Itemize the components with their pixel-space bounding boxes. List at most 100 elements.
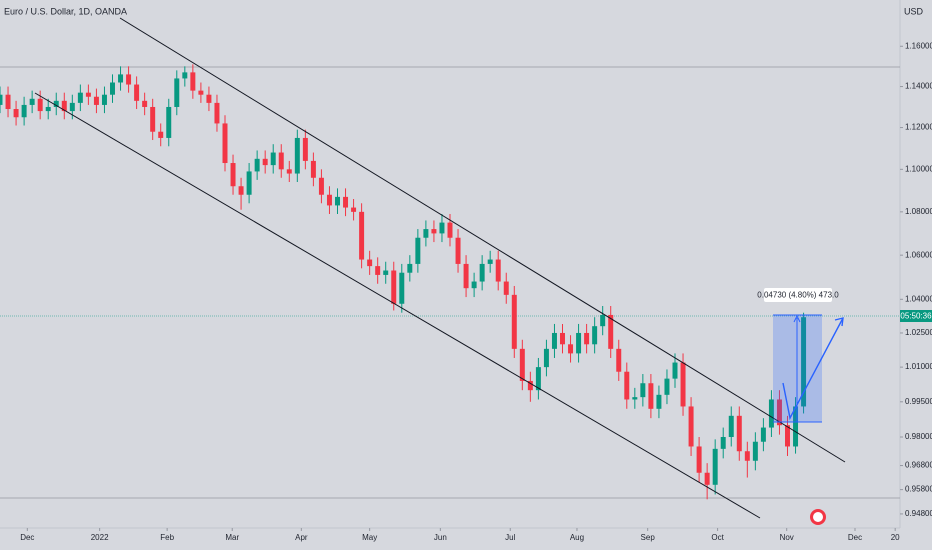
candle-body [415, 237, 421, 264]
candle-body [608, 314, 614, 349]
candle-body [736, 415, 742, 452]
y-tick-label: 1.14000 [905, 82, 932, 91]
candle-body [720, 436, 726, 449]
candle-body [359, 211, 365, 260]
candle-body [222, 123, 228, 164]
candle-body [568, 344, 574, 354]
candle-body [801, 317, 807, 407]
y-tick-label: 1.02500 [905, 328, 932, 337]
measure-arrowhead [793, 314, 801, 323]
candle-body [238, 186, 244, 195]
channel-lower [34, 92, 761, 519]
candle-body [37, 98, 43, 112]
x-tick-label: Oct [711, 533, 724, 542]
candle-body [648, 383, 654, 409]
y-tick-label: 1.10000 [905, 164, 932, 173]
logo-inner [813, 512, 823, 522]
candle-body [760, 427, 766, 442]
candles [0, 64, 807, 500]
y-tick-label: 1.06000 [905, 250, 932, 259]
candle-body [503, 281, 509, 295]
candle-body [5, 94, 11, 110]
candle-body [166, 106, 172, 138]
x-tick-label: Aug [570, 533, 584, 542]
candle-body [302, 137, 308, 161]
x-tick-label: Mar [225, 533, 239, 542]
candle-body [45, 106, 51, 112]
x-tick-label: Jun [434, 533, 447, 542]
candle-body [399, 272, 405, 304]
candle-body [61, 100, 67, 112]
candle-body [511, 294, 517, 349]
candle-body [471, 281, 477, 289]
candle-body [335, 196, 340, 206]
y-tick-label: 1.04000 [905, 294, 932, 303]
candle-body [343, 196, 349, 208]
candle-body [29, 98, 35, 105]
candle-body [624, 371, 630, 400]
projection-arrowhead [834, 317, 844, 327]
x-tick-label: 2022 [91, 533, 109, 542]
candle-body [680, 362, 686, 407]
candle-body [479, 263, 485, 282]
candle-body [551, 332, 557, 349]
candle-body [53, 100, 59, 107]
candle-body [463, 263, 469, 289]
countdown-tag [900, 310, 932, 322]
candle-body [85, 92, 91, 97]
x-tick-label: Jul [505, 533, 515, 542]
candle-body [230, 163, 236, 187]
candle-body [592, 326, 598, 345]
candle-body [262, 158, 268, 166]
candle-body [423, 229, 429, 238]
measure-label-box [764, 288, 832, 302]
candle-body [278, 152, 284, 170]
candle-body [182, 72, 188, 79]
candle-body [584, 332, 590, 345]
candle-body [696, 446, 702, 473]
candle-body [375, 266, 381, 275]
y-tick-label: 1.16000 [905, 41, 932, 50]
candle-body [487, 259, 493, 264]
candle-body [93, 96, 99, 105]
y-axis-label: USD [904, 6, 924, 16]
candle-body [326, 194, 332, 206]
candle-body [254, 158, 260, 172]
candle-body [752, 441, 758, 461]
candle-body [744, 451, 750, 461]
candle-body [785, 425, 790, 447]
candle-body [704, 472, 710, 485]
candle-body [214, 102, 220, 124]
y-tick-label: 1.01000 [905, 362, 932, 371]
candle-body [527, 380, 533, 391]
chart-title: Euro / U.S. Dollar, 1D, OANDA [4, 6, 127, 16]
candle-body [439, 222, 445, 234]
candle-body [69, 102, 75, 112]
candle-body [576, 332, 582, 354]
x-tick-label: May [362, 533, 377, 542]
measure-label: 0.04730 (4.80%) 473.0 [757, 291, 839, 300]
candle-body [158, 131, 164, 138]
candle-body [101, 94, 107, 105]
candle-body [270, 152, 276, 166]
candle-body [198, 90, 204, 95]
x-tick-label: Apr [295, 533, 308, 542]
candle-body [206, 94, 212, 103]
candle-body [310, 160, 316, 178]
projection-arrow [782, 317, 844, 421]
y-tick-label: 0.96800 [905, 461, 932, 470]
candle-body [768, 399, 774, 428]
x-tick-label: Dec [848, 533, 862, 542]
candle-body [712, 448, 718, 485]
countdown: 05:50:36 [900, 312, 932, 321]
x-tick-label: Dec [20, 533, 34, 542]
candle-body [431, 229, 437, 234]
y-tick-label: 0.99500 [905, 397, 932, 406]
y-tick-label: 0.94800 [905, 509, 932, 518]
candle-body [664, 378, 670, 395]
candle-body [535, 367, 541, 391]
candle-body [351, 207, 357, 212]
candle-body [21, 104, 27, 118]
y-tick-label: 0.98000 [905, 432, 932, 441]
